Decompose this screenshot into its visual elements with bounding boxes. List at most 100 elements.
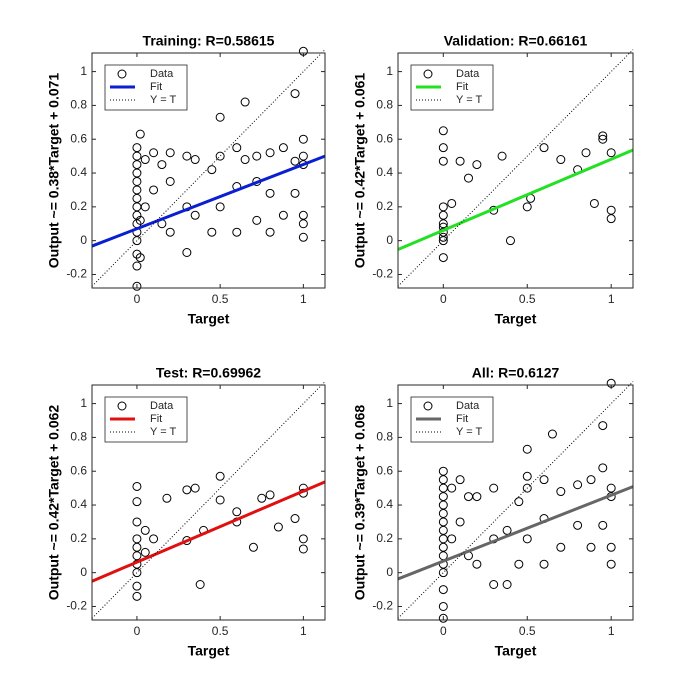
- data-point: [215, 202, 225, 212]
- data-point: [298, 219, 308, 229]
- data-point: [438, 613, 448, 623]
- data-point: [539, 143, 549, 153]
- data-point: [455, 517, 465, 527]
- data-point: [438, 601, 448, 611]
- data-point: [140, 155, 150, 165]
- data-point: [573, 480, 583, 490]
- data-point: [162, 493, 172, 503]
- subplot: 0 0.5 1 -0.2 0 0.2 0.4 0.6 0.8 1 Validation: R=0.6…: [352, 33, 634, 327]
- y-tick-label: 0.4: [70, 497, 87, 511]
- axes-box: [397, 384, 634, 621]
- data-point: [265, 227, 275, 237]
- data-point: [252, 151, 262, 161]
- data-point: [464, 173, 473, 183]
- y-axis-label: Output ~= 0.42*Target + 0.062: [46, 405, 62, 601]
- subplot: 0 0.5 1 -0.2 0 0.2 0.4 0.6 0.8 1 Training: R=0.586…: [46, 33, 326, 327]
- data-point: [135, 129, 145, 139]
- legend-marker: [423, 401, 433, 411]
- data-point: [489, 579, 499, 589]
- y-tick-label: 0: [80, 233, 87, 247]
- x-axis-label: Target: [188, 643, 230, 659]
- data-point: [522, 202, 532, 212]
- y-tick-label: 0.8: [376, 98, 393, 112]
- data-point: [438, 253, 448, 263]
- y-tick-label: 0.6: [70, 463, 87, 477]
- data-point: [472, 492, 482, 502]
- data-point: [132, 497, 142, 507]
- y-tick-label: 0: [386, 565, 393, 579]
- y-tick-label: 1: [386, 64, 393, 78]
- data-point: [265, 148, 275, 158]
- y-tick-label: 1: [386, 396, 393, 410]
- legend-label: Fit: [150, 81, 162, 93]
- data-point: [215, 112, 225, 122]
- x-axis-label: Target: [188, 311, 230, 327]
- data-point: [472, 559, 482, 569]
- data-point: [447, 483, 457, 493]
- data-point: [132, 581, 142, 591]
- x-tick-label: 1: [608, 624, 615, 638]
- legend-label: Data: [456, 400, 480, 412]
- data-point: [149, 148, 159, 158]
- data-point: [182, 247, 192, 257]
- x-tick-label: 0: [440, 292, 447, 306]
- data-point: [149, 185, 159, 195]
- data-point: [195, 579, 205, 589]
- x-axis-label: Target: [495, 311, 537, 327]
- y-tick-label: 0.2: [376, 531, 393, 545]
- x-tick-label: 0.5: [212, 292, 229, 306]
- data-point: [606, 378, 616, 388]
- legend-label: Data: [150, 400, 174, 412]
- data-point: [447, 534, 457, 544]
- data-point: [207, 227, 217, 237]
- y-tick-label: 0.4: [376, 165, 393, 179]
- data-point: [472, 160, 482, 170]
- data-point: [190, 483, 200, 493]
- data-point: [298, 232, 308, 242]
- fit-line: [91, 154, 326, 248]
- data-point: [182, 151, 192, 161]
- data-point: [298, 46, 308, 56]
- data-point: [502, 525, 512, 535]
- data-point: [140, 547, 150, 557]
- data-point: [257, 493, 267, 503]
- x-tick-label: 0: [440, 624, 447, 638]
- y-tick-label: 0: [386, 233, 393, 247]
- subplot: 0 0.5 1 -0.2 0 0.2 0.4 0.6 0.8 1 Test: R=0.69962 Ta…: [46, 365, 326, 659]
- x-tick-label: 0.5: [519, 292, 536, 306]
- data-point: [598, 520, 608, 530]
- data-point: [497, 151, 507, 161]
- legend-label: Data: [456, 68, 480, 80]
- data-point: [438, 466, 448, 476]
- data-point: [438, 126, 448, 136]
- x-tick-label: 0: [134, 292, 141, 306]
- subplot: 0 0.5 1 -0.2 0 0.2 0.4 0.6 0.8 1 All: R=0.6127 Targ…: [352, 365, 634, 659]
- y-axis-label: Output ~= 0.38*Target + 0.071: [46, 73, 62, 269]
- y-axis-label: Output ~= 0.42*Target + 0.061: [352, 73, 368, 269]
- data-point: [132, 249, 142, 259]
- fit-line: [397, 148, 634, 251]
- data-point: [149, 534, 159, 544]
- data-point: [489, 483, 499, 493]
- data-point: [278, 143, 288, 153]
- x-tick-label: 1: [608, 292, 615, 306]
- data-point: [522, 444, 532, 454]
- y-tick-label: -0.2: [372, 599, 393, 613]
- legend-label: Y = T: [150, 426, 176, 438]
- data-point: [598, 463, 608, 473]
- y-tick-label: 0.8: [70, 98, 87, 112]
- data-point: [586, 475, 596, 485]
- data-point: [290, 188, 300, 198]
- data-point: [252, 215, 262, 225]
- legend-marker: [423, 69, 433, 79]
- data-point: [539, 475, 549, 485]
- data-point: [215, 495, 225, 505]
- data-point: [182, 485, 192, 495]
- reference-line: [91, 381, 326, 619]
- legend-label: Y = T: [456, 426, 482, 438]
- y-tick-label: -0.2: [66, 267, 87, 281]
